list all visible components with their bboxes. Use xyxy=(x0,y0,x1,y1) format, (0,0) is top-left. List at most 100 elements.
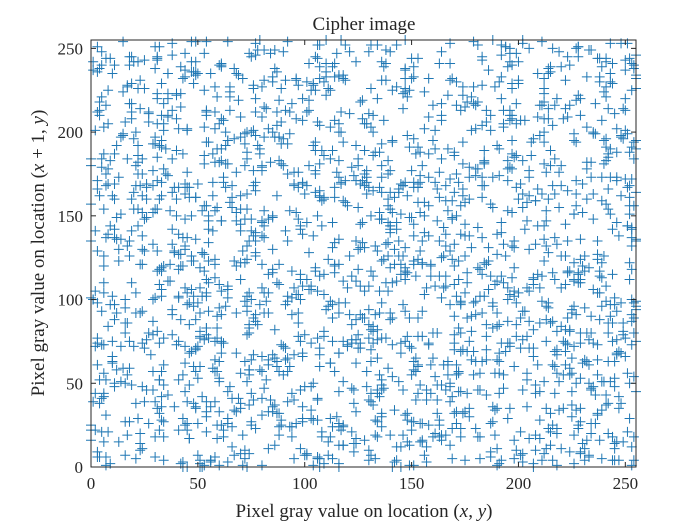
scatter-point xyxy=(417,160,428,171)
scatter-point xyxy=(267,127,278,138)
scatter-point xyxy=(438,282,449,293)
scatter-point xyxy=(88,65,99,76)
scatter-point xyxy=(492,307,503,318)
scatter-point xyxy=(162,68,173,79)
scatter-point xyxy=(571,200,582,211)
scatter-point xyxy=(88,56,99,67)
scatter-point xyxy=(554,46,565,57)
scatter-point xyxy=(310,145,321,156)
scatter-point xyxy=(177,232,188,243)
scatter-point xyxy=(286,388,297,399)
scatter-point xyxy=(368,271,379,282)
scatter-point xyxy=(180,282,191,293)
scatter-point xyxy=(569,430,580,441)
scatter-point xyxy=(387,207,398,218)
scatter-point xyxy=(447,212,458,223)
scatter-point xyxy=(184,433,195,444)
scatter-point xyxy=(143,418,154,429)
scatter-point xyxy=(522,368,532,379)
scatter-point xyxy=(137,443,148,454)
scatter-point xyxy=(92,333,103,344)
scatter-point xyxy=(147,384,158,395)
scatter-point xyxy=(308,78,319,89)
scatter-point xyxy=(380,239,391,250)
scatter-point xyxy=(291,418,302,429)
scatter-point xyxy=(622,182,633,193)
x-tick-label: 150 xyxy=(399,474,425,493)
scatter-point xyxy=(545,426,556,437)
scatter-point xyxy=(368,127,379,138)
scatter-point xyxy=(507,83,518,94)
scatter-point xyxy=(451,168,462,179)
scatter-point xyxy=(209,81,220,92)
scatter-point xyxy=(408,259,419,270)
scatter-point xyxy=(314,361,325,372)
scatter-point xyxy=(156,142,167,153)
scatter-point xyxy=(575,110,586,121)
scatter-point xyxy=(601,91,612,102)
scatter-point xyxy=(462,277,473,288)
scatter-point xyxy=(329,115,340,126)
scatter-point xyxy=(340,297,351,308)
scatter-point xyxy=(528,351,539,362)
scatter-point xyxy=(333,386,344,397)
scatter-point xyxy=(423,230,434,241)
scatter-point xyxy=(177,369,188,380)
scatter-point xyxy=(235,403,246,414)
scatter-point xyxy=(233,393,244,404)
scatter-point xyxy=(197,391,208,402)
scatter-point xyxy=(130,398,141,409)
scatter-point xyxy=(504,289,515,300)
scatter-point xyxy=(94,105,105,116)
scatter-point xyxy=(126,379,137,390)
scatter-point xyxy=(400,73,411,84)
scatter-point xyxy=(363,281,374,292)
scatter-point xyxy=(141,194,152,205)
scatter-point xyxy=(571,405,582,416)
scatter-point xyxy=(154,41,165,52)
scatter-point xyxy=(445,378,456,389)
scatter-point xyxy=(517,448,528,459)
scatter-point xyxy=(205,401,216,412)
scatter-point xyxy=(158,163,169,174)
scatter-point xyxy=(481,344,492,355)
scatter-point xyxy=(492,276,503,287)
scatter-point xyxy=(338,70,349,81)
scatter-point xyxy=(321,90,332,101)
scatter-point xyxy=(534,386,545,397)
scatter-point xyxy=(417,235,428,246)
scatter-point xyxy=(156,366,167,377)
scatter-point xyxy=(453,386,464,397)
scatter-point xyxy=(445,396,456,407)
scatter-point xyxy=(94,374,105,385)
scatter-point xyxy=(175,101,186,112)
scatter-point xyxy=(109,224,120,235)
scatter-point xyxy=(365,83,376,94)
scatter-point xyxy=(613,403,624,414)
scatter-point xyxy=(489,81,500,92)
scatter-point xyxy=(147,207,158,218)
scatter-point xyxy=(310,85,321,96)
scatter-point xyxy=(177,456,188,467)
scatter-point xyxy=(340,40,351,51)
scatter-point xyxy=(404,460,415,471)
scatter-point xyxy=(558,403,569,414)
scatter-point xyxy=(477,172,488,183)
scatter-point xyxy=(460,251,471,262)
scatter-point xyxy=(282,36,293,47)
scatter-point xyxy=(391,455,402,466)
scatter-point xyxy=(526,150,537,161)
scatter-point xyxy=(156,190,167,201)
scatter-point xyxy=(551,239,562,250)
scatter-point xyxy=(312,451,323,462)
scatter-point xyxy=(259,205,270,216)
scatter-point xyxy=(216,309,227,320)
scatter-point xyxy=(596,301,607,312)
scatter-point xyxy=(391,40,402,51)
scatter-point xyxy=(92,245,103,256)
scatter-point xyxy=(487,401,498,412)
scatter-point xyxy=(577,207,588,218)
scatter-point xyxy=(286,309,297,320)
scatter-point xyxy=(244,369,255,380)
scatter-point xyxy=(98,287,109,298)
